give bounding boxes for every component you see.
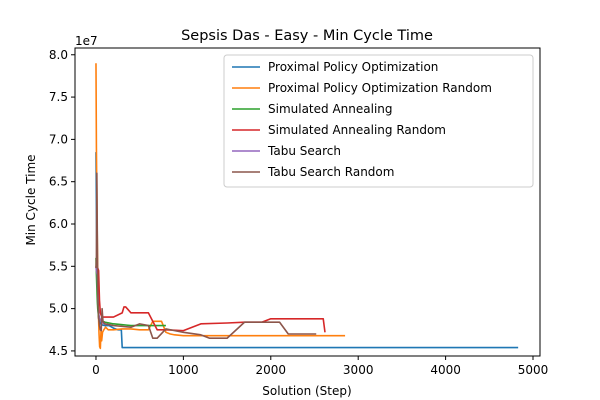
x-tick-label: 2000 (256, 363, 287, 377)
legend-entry: Tabu Search (267, 144, 341, 158)
y-tick-label: 6.0 (49, 217, 68, 231)
legend-entry: Simulated Annealing Random (268, 123, 446, 137)
y-tick-label: 5.5 (49, 259, 68, 273)
series-line-6 (95, 172, 317, 340)
y-axis-ticks: 4.5 5.0 5.5 6.0 6.5 7.0 7.5 8.0 (49, 48, 75, 358)
legend-box (223, 54, 534, 188)
x-axis-ticks: 0 1000 2000 3000 4000 5000 (92, 356, 548, 377)
legend-entry: Simulated Annealing (268, 102, 393, 116)
y-tick-label: 4.5 (49, 344, 68, 358)
x-tick-label: 3000 (343, 363, 374, 377)
legend: Proximal Policy Optimization Proximal Pol… (223, 54, 534, 188)
chart-title: Sepsis Das - Easy - Min Cycle Time (181, 28, 433, 44)
y-tick-label: 6.5 (49, 175, 68, 189)
legend-entry: Tabu Search Random (267, 165, 394, 179)
series-layer (95, 63, 519, 350)
y-tick-label: 7.5 (49, 90, 68, 104)
y-axis-label: Min Cycle Time (24, 154, 38, 245)
y-axis-offset-label: 1e7 (75, 34, 98, 48)
legend-entry: Proximal Policy Optimization (268, 60, 438, 74)
x-tick-label: 5000 (518, 363, 549, 377)
plot-frame (74, 47, 541, 357)
y-tick-label: 5.0 (49, 302, 68, 316)
legend-entry: Proximal Policy Optimization Random (268, 81, 492, 95)
x-tick-label: 1000 (168, 363, 199, 377)
series-line-3 (95, 257, 166, 327)
series-line-2 (95, 63, 346, 350)
series-line-4 (95, 265, 326, 333)
x-tick-label: 4000 (430, 363, 461, 377)
y-tick-label: 7.0 (49, 132, 68, 146)
x-tick-label: 0 (92, 363, 100, 377)
x-axis-label: Solution (Step) (262, 384, 351, 398)
y-tick-label: 8.0 (49, 48, 68, 62)
